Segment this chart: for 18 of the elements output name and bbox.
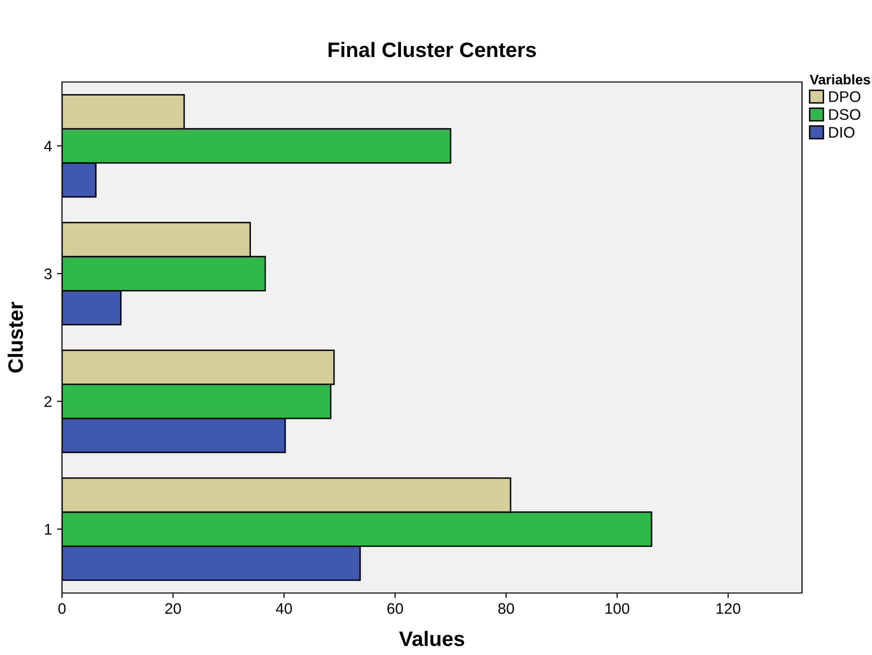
chart-title: Final Cluster Centers bbox=[328, 42, 536, 58]
x-tick-label: 100 bbox=[606, 603, 630, 614]
x-tick-label: 0 bbox=[58, 603, 66, 614]
x-tick-label: 40 bbox=[276, 603, 292, 614]
y-tick-label: 3 bbox=[44, 268, 52, 280]
x-tick-label: 20 bbox=[165, 603, 181, 614]
x-tick-label: 120 bbox=[716, 603, 740, 614]
y-tick-label: 1 bbox=[44, 524, 52, 535]
x-tick-label: 60 bbox=[387, 603, 403, 614]
legend-label: DIO bbox=[829, 126, 854, 138]
y-tick-label: 2 bbox=[44, 396, 52, 407]
legend-label: DPO bbox=[829, 91, 860, 102]
legend-title: Variables bbox=[810, 74, 870, 85]
x-axis-title: Values bbox=[399, 630, 464, 646]
legend-label: DSO bbox=[829, 109, 860, 120]
y-axis-title: Cluster bbox=[8, 302, 23, 373]
x-tick-label: 80 bbox=[498, 603, 514, 614]
y-tick-label: 4 bbox=[44, 140, 52, 152]
